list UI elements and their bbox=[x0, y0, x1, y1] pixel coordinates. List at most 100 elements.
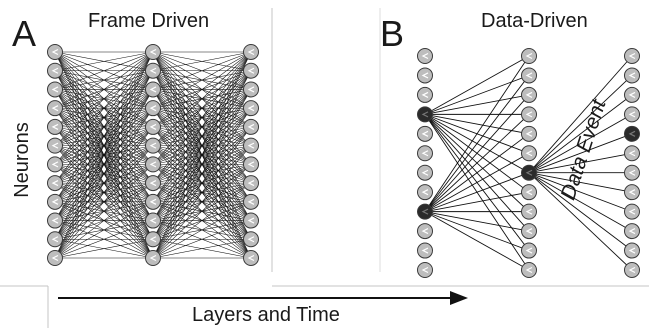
panel-a-neuron bbox=[145, 81, 161, 98]
frame-lines bbox=[0, 8, 649, 328]
panel-b-neuron bbox=[417, 203, 433, 220]
panel-b-neuron bbox=[417, 223, 433, 240]
panel-b-title: Data-Driven bbox=[481, 10, 588, 32]
panel-a-neuron bbox=[145, 118, 161, 135]
panel-b-event-edge bbox=[424, 211, 530, 232]
panel-a-edge bbox=[54, 239, 154, 259]
panel-a-neuron bbox=[243, 193, 259, 210]
panel-a-edge bbox=[54, 201, 154, 259]
panel-b-neuron bbox=[521, 242, 537, 259]
panel-b-neuron bbox=[417, 67, 433, 84]
panel-b-neuron bbox=[521, 145, 537, 162]
time-arrow bbox=[58, 291, 468, 305]
panel-b-event-edge bbox=[424, 133, 530, 212]
panel-a-neuron bbox=[47, 175, 63, 192]
panel-a-edge bbox=[54, 145, 154, 259]
panel-b-event-edge bbox=[424, 114, 530, 212]
panel-b-event-edge bbox=[424, 172, 530, 213]
panel-b-neuron bbox=[521, 184, 537, 201]
panel-b-connections bbox=[424, 55, 633, 271]
panel-a-edge bbox=[152, 220, 252, 259]
panel-a-neuron bbox=[145, 62, 161, 79]
panel-a-edge bbox=[152, 182, 252, 259]
panel-a-connections bbox=[54, 51, 252, 259]
panel-a-edge bbox=[152, 51, 252, 202]
panel-a-edge bbox=[152, 51, 252, 90]
panel-b-neuron bbox=[624, 125, 640, 142]
panel-b-neuron bbox=[521, 125, 537, 142]
panel-b-neuron bbox=[624, 262, 640, 278]
panel-a-neuron bbox=[243, 100, 259, 117]
panel-a-letter: A bbox=[12, 13, 37, 54]
panel-a-edge bbox=[152, 126, 252, 259]
panel-b-event-edge bbox=[528, 172, 633, 213]
panel-b-neuron bbox=[624, 67, 640, 84]
panel-b-neuron bbox=[521, 262, 537, 278]
panel-a-edge bbox=[54, 164, 154, 259]
panel-a-neuron bbox=[47, 137, 63, 154]
panel-a-neuron bbox=[47, 250, 63, 266]
panel-a-neuron bbox=[47, 193, 63, 210]
panel-a-neuron bbox=[243, 250, 259, 266]
panel-b-neuron bbox=[417, 48, 433, 64]
panel-b-event-edge bbox=[528, 172, 633, 232]
panel-a-neuron bbox=[47, 100, 63, 117]
panel-a-edge bbox=[54, 51, 154, 221]
panel-a-neuron bbox=[145, 250, 161, 266]
panel-b-event-edge bbox=[424, 55, 530, 115]
panel-a-edge bbox=[54, 51, 154, 146]
panel-b-neuron bbox=[521, 203, 537, 220]
panel-b-event-edge bbox=[424, 55, 530, 212]
panel-a-title: Frame Driven bbox=[88, 10, 210, 32]
panel-b-neuron bbox=[624, 48, 640, 64]
panel-a-neuron bbox=[47, 231, 63, 248]
panel-b-neuron bbox=[624, 223, 640, 240]
panel-a-edge bbox=[152, 145, 252, 259]
panel-b-neuron bbox=[624, 242, 640, 259]
panel-b-neuron bbox=[417, 262, 433, 278]
panel-b-neurons bbox=[417, 48, 640, 278]
panel-a-neuron bbox=[145, 44, 161, 60]
panel-a-neuron bbox=[145, 231, 161, 248]
panel-b-neuron bbox=[417, 86, 433, 103]
panel-a-neuron bbox=[145, 175, 161, 192]
panel-a-neuron bbox=[243, 231, 259, 248]
panel-a-edge bbox=[152, 164, 252, 259]
panel-b-event-edge bbox=[424, 75, 530, 115]
panel-b-event-edge bbox=[424, 94, 530, 212]
panel-a-neuron bbox=[243, 137, 259, 154]
panel-b-event-edge bbox=[528, 113, 633, 174]
panel-b-neuron bbox=[417, 184, 433, 201]
panel-a-neuron bbox=[243, 118, 259, 135]
panel-b-neuron bbox=[624, 164, 640, 181]
panel-a-edge bbox=[152, 239, 252, 259]
panel-a-neuron bbox=[47, 156, 63, 173]
panel-a-neuron bbox=[243, 81, 259, 98]
panel-b-neuron bbox=[417, 125, 433, 142]
panel-a-edge bbox=[54, 220, 154, 259]
panel-a-edge bbox=[54, 108, 154, 259]
panel-a-neuron bbox=[145, 193, 161, 210]
panel-b-neuron bbox=[521, 67, 537, 84]
panel-a-edge bbox=[54, 182, 154, 259]
panel-b-neuron bbox=[624, 106, 640, 123]
panel-a-neuron bbox=[243, 175, 259, 192]
panel-b-event-edge bbox=[424, 191, 530, 213]
panel-a-edge bbox=[152, 89, 252, 259]
panel-b-neuron bbox=[521, 86, 537, 103]
panel-a-edge bbox=[54, 51, 154, 202]
panel-a-neuron bbox=[145, 212, 161, 229]
panel-a-edge bbox=[152, 51, 252, 221]
panel-a-edge bbox=[54, 51, 154, 128]
panel-b-event-edge bbox=[528, 172, 633, 193]
panel-a-neuron bbox=[145, 137, 161, 154]
panel-b-letter: B bbox=[380, 13, 405, 54]
panel-a-edge bbox=[152, 51, 252, 71]
panel-b-neuron bbox=[521, 106, 537, 123]
panel-b-event-edge bbox=[528, 172, 633, 251]
panel-a-edge bbox=[152, 51, 252, 259]
panel-b-neuron bbox=[521, 48, 537, 64]
panel-a-edge bbox=[152, 70, 252, 259]
panel-a-edge bbox=[152, 51, 252, 165]
panel-a-edge bbox=[54, 51, 154, 165]
